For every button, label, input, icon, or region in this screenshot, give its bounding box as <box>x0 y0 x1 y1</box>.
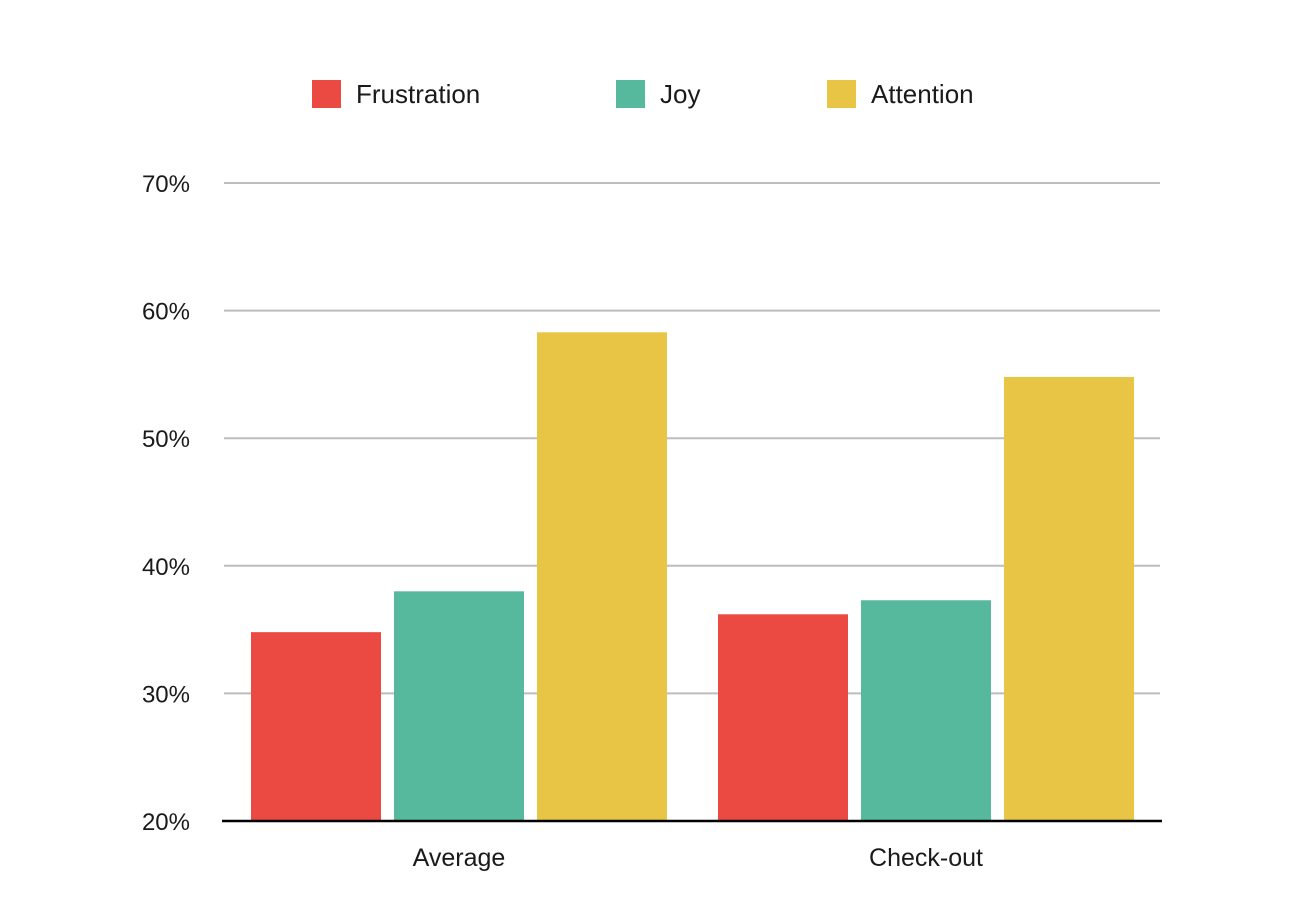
legend-item-joy: Joy <box>616 79 700 109</box>
bar-joy-average <box>394 591 524 821</box>
bar-frustration-average <box>251 632 381 821</box>
bar-attention-average <box>537 332 667 821</box>
bar-frustration-check-out <box>718 614 848 821</box>
bars <box>251 332 1134 821</box>
bar-joy-check-out <box>861 600 991 821</box>
legend-item-attention: Attention <box>827 79 974 109</box>
legend-item-frustration: Frustration <box>312 79 480 109</box>
y-tick-label: 20% <box>142 809 190 836</box>
y-tick-label: 70% <box>142 171 190 198</box>
legend-label: Frustration <box>356 79 480 109</box>
y-tick-label: 60% <box>142 299 190 326</box>
y-tick-label: 40% <box>142 554 190 581</box>
x-category-label: Average <box>413 844 506 872</box>
axes: 20% 30% 40% 50% 60% 70% Average Check-out <box>142 171 1162 872</box>
legend: Frustration Joy Attention <box>312 79 974 109</box>
legend-swatch <box>616 80 645 108</box>
y-tick-label: 50% <box>142 426 190 453</box>
legend-swatch <box>827 80 856 108</box>
bar-attention-check-out <box>1004 376 1134 821</box>
legend-swatch <box>312 80 341 108</box>
legend-label: Joy <box>660 79 700 109</box>
y-tick-label: 30% <box>142 681 190 708</box>
x-category-label: Check-out <box>869 844 983 872</box>
legend-label: Attention <box>871 79 974 109</box>
